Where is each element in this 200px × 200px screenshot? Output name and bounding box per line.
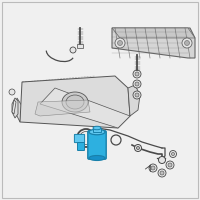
Circle shape bbox=[172, 152, 174, 156]
Bar bbox=[77, 44, 83, 48]
Circle shape bbox=[118, 40, 122, 46]
Polygon shape bbox=[128, 85, 140, 116]
Bar bbox=[93, 128, 101, 132]
Circle shape bbox=[9, 89, 15, 95]
Circle shape bbox=[158, 156, 166, 164]
Ellipse shape bbox=[62, 92, 88, 112]
Ellipse shape bbox=[93, 126, 101, 130]
Circle shape bbox=[134, 144, 142, 152]
FancyBboxPatch shape bbox=[74, 134, 85, 143]
Polygon shape bbox=[15, 98, 22, 122]
Circle shape bbox=[151, 166, 155, 170]
Circle shape bbox=[70, 47, 76, 53]
Circle shape bbox=[149, 164, 157, 172]
Circle shape bbox=[184, 40, 190, 46]
Polygon shape bbox=[35, 100, 90, 116]
Circle shape bbox=[133, 80, 141, 88]
Circle shape bbox=[133, 91, 141, 99]
Circle shape bbox=[166, 161, 174, 169]
Circle shape bbox=[170, 150, 177, 158]
Ellipse shape bbox=[66, 95, 84, 109]
Circle shape bbox=[135, 93, 139, 97]
FancyBboxPatch shape bbox=[78, 142, 84, 150]
Ellipse shape bbox=[89, 129, 105, 135]
Circle shape bbox=[115, 38, 125, 48]
Polygon shape bbox=[40, 88, 130, 128]
Circle shape bbox=[133, 70, 141, 78]
Polygon shape bbox=[112, 28, 195, 58]
Circle shape bbox=[168, 163, 172, 167]
Polygon shape bbox=[12, 98, 18, 118]
FancyBboxPatch shape bbox=[88, 131, 106, 159]
Polygon shape bbox=[20, 76, 130, 128]
Ellipse shape bbox=[89, 156, 105, 160]
Polygon shape bbox=[12, 100, 16, 114]
Circle shape bbox=[136, 146, 140, 150]
Circle shape bbox=[182, 38, 192, 48]
Polygon shape bbox=[112, 28, 195, 38]
Circle shape bbox=[135, 72, 139, 76]
Circle shape bbox=[135, 82, 139, 86]
Circle shape bbox=[158, 169, 166, 177]
Circle shape bbox=[160, 171, 164, 175]
